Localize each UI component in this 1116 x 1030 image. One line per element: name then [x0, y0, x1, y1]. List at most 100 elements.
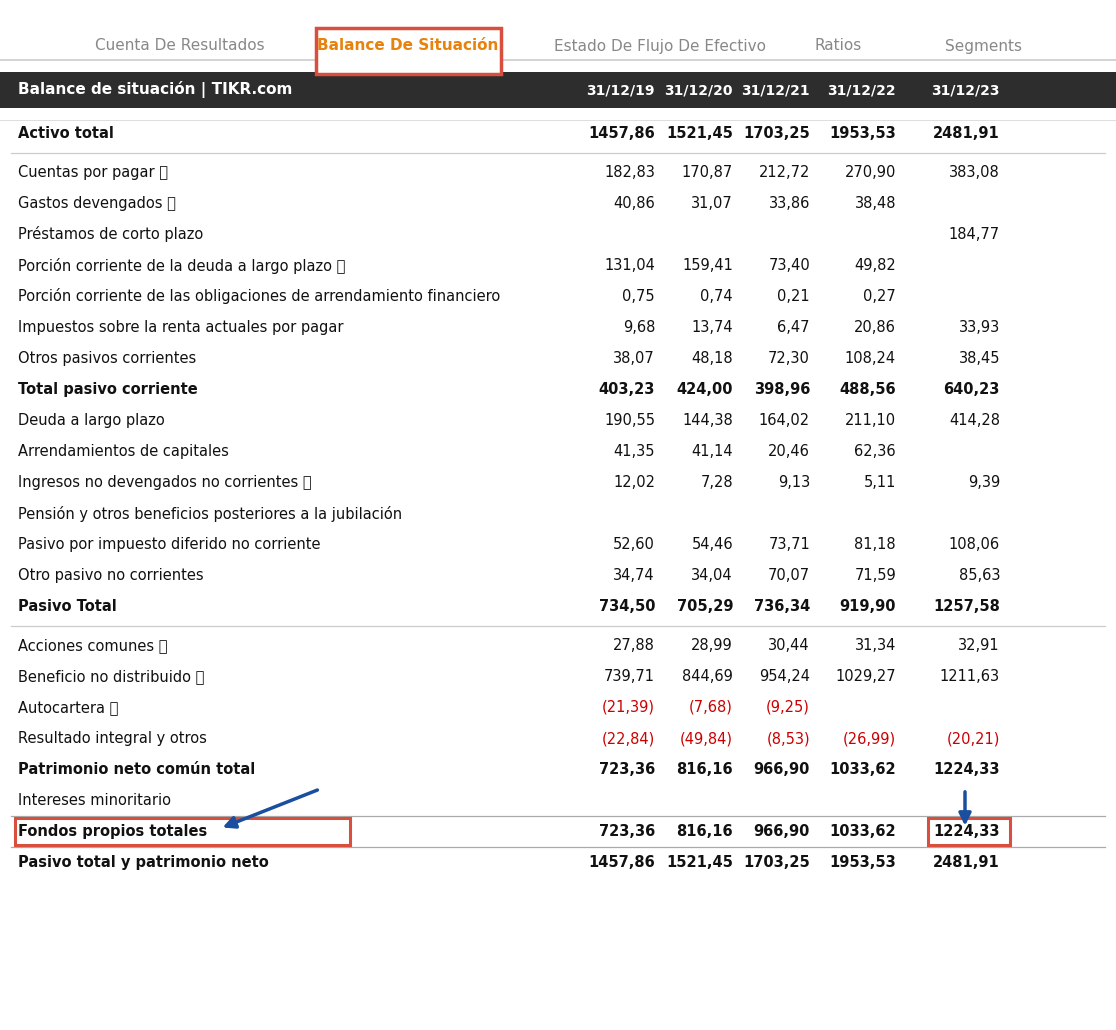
Text: (9,25): (9,25)	[766, 700, 810, 715]
Text: Cuentas por pagar ⓘ: Cuentas por pagar ⓘ	[18, 165, 169, 180]
Text: Beneficio no distribuido ⓘ: Beneficio no distribuido ⓘ	[18, 670, 204, 684]
Text: 49,82: 49,82	[854, 258, 896, 273]
Text: 34,04: 34,04	[692, 568, 733, 583]
Text: Activo total: Activo total	[18, 126, 114, 141]
Text: 1953,53: 1953,53	[829, 126, 896, 141]
Text: Autocartera ⓘ: Autocartera ⓘ	[18, 700, 118, 715]
Text: 164,02: 164,02	[759, 413, 810, 428]
Text: 70,07: 70,07	[768, 568, 810, 583]
Text: Ingresos no devengados no corrientes ⓘ: Ingresos no devengados no corrientes ⓘ	[18, 475, 311, 490]
Text: 32,91: 32,91	[959, 638, 1000, 653]
Text: Otro pasivo no corrientes: Otro pasivo no corrientes	[18, 568, 203, 583]
Text: Otros pasivos corrientes: Otros pasivos corrientes	[18, 351, 196, 366]
Text: (49,84): (49,84)	[680, 731, 733, 746]
Text: 2481,91: 2481,91	[933, 855, 1000, 870]
Text: 30,44: 30,44	[769, 638, 810, 653]
Text: 31,34: 31,34	[855, 638, 896, 653]
Text: 9,39: 9,39	[968, 475, 1000, 490]
Text: Arrendamientos de capitales: Arrendamientos de capitales	[18, 444, 229, 459]
Text: 48,18: 48,18	[692, 351, 733, 366]
Text: 844,69: 844,69	[682, 670, 733, 684]
Text: 398,96: 398,96	[753, 382, 810, 397]
Text: 816,16: 816,16	[676, 824, 733, 839]
Text: 705,29: 705,29	[676, 599, 733, 614]
Text: (22,84): (22,84)	[602, 731, 655, 746]
Text: 73,71: 73,71	[768, 537, 810, 552]
Text: 131,04: 131,04	[604, 258, 655, 273]
Text: 0,74: 0,74	[701, 289, 733, 304]
Text: 13,74: 13,74	[692, 320, 733, 335]
Text: 1033,62: 1033,62	[829, 824, 896, 839]
FancyBboxPatch shape	[316, 28, 500, 74]
Text: Pasivo total y patrimonio neto: Pasivo total y patrimonio neto	[18, 855, 269, 870]
Text: 108,06: 108,06	[949, 537, 1000, 552]
Text: 12,02: 12,02	[613, 475, 655, 490]
Text: 723,36: 723,36	[599, 762, 655, 777]
Text: 2481,91: 2481,91	[933, 126, 1000, 141]
Text: Pasivo Total: Pasivo Total	[18, 599, 117, 614]
Text: 72,30: 72,30	[768, 351, 810, 366]
Text: 723,36: 723,36	[599, 824, 655, 839]
Text: 31/12/21: 31/12/21	[741, 83, 810, 97]
Text: 71,59: 71,59	[854, 568, 896, 583]
Text: 62,36: 62,36	[855, 444, 896, 459]
Text: 81,18: 81,18	[855, 537, 896, 552]
FancyBboxPatch shape	[929, 818, 1010, 845]
Text: Segments: Segments	[945, 38, 1022, 54]
Text: 108,24: 108,24	[845, 351, 896, 366]
Text: 7,28: 7,28	[701, 475, 733, 490]
Bar	[0, 72, 1116, 108]
Text: 1521,45: 1521,45	[666, 126, 733, 141]
Text: Intereses minoritario: Intereses minoritario	[18, 793, 171, 808]
Text: 31/12/23: 31/12/23	[932, 83, 1000, 97]
Text: 1211,63: 1211,63	[940, 670, 1000, 684]
Text: Impuestos sobre la renta actuales por pagar: Impuestos sobre la renta actuales por pa…	[18, 320, 344, 335]
Text: Total pasivo corriente: Total pasivo corriente	[18, 382, 198, 397]
Text: Fondos propios totales: Fondos propios totales	[18, 824, 208, 839]
Text: 38,45: 38,45	[959, 351, 1000, 366]
Text: 1457,86: 1457,86	[588, 855, 655, 870]
Text: 184,77: 184,77	[949, 227, 1000, 242]
Text: 211,10: 211,10	[845, 413, 896, 428]
Text: 1033,62: 1033,62	[829, 762, 896, 777]
Text: 54,46: 54,46	[692, 537, 733, 552]
Text: 966,90: 966,90	[753, 762, 810, 777]
Text: Balance De Situación: Balance De Situación	[317, 38, 499, 54]
Text: 41,35: 41,35	[614, 444, 655, 459]
Text: 73,40: 73,40	[768, 258, 810, 273]
Text: 31/12/22: 31/12/22	[827, 83, 896, 97]
Text: Gastos devengados ⓘ: Gastos devengados ⓘ	[18, 196, 176, 211]
Text: Patrimonio neto común total: Patrimonio neto común total	[18, 762, 256, 777]
Text: 212,72: 212,72	[759, 165, 810, 180]
Text: Pasivo por impuesto diferido no corriente: Pasivo por impuesto diferido no corrient…	[18, 537, 320, 552]
Text: 9,68: 9,68	[623, 320, 655, 335]
Text: 38,07: 38,07	[614, 351, 655, 366]
Text: 34,74: 34,74	[614, 568, 655, 583]
Text: 28,99: 28,99	[691, 638, 733, 653]
Text: 31,07: 31,07	[691, 196, 733, 211]
Text: Deuda a largo plazo: Deuda a largo plazo	[18, 413, 165, 428]
Text: 85,63: 85,63	[959, 568, 1000, 583]
Text: 40,86: 40,86	[614, 196, 655, 211]
Text: Ratios: Ratios	[815, 38, 862, 54]
Text: (8,53): (8,53)	[767, 731, 810, 746]
Text: Acciones comunes ⓘ: Acciones comunes ⓘ	[18, 638, 167, 653]
Text: 33,86: 33,86	[769, 196, 810, 211]
Text: 5,11: 5,11	[864, 475, 896, 490]
Text: 27,88: 27,88	[613, 638, 655, 653]
Text: Balance de situación | TIKR.com: Balance de situación | TIKR.com	[18, 81, 292, 99]
Text: 170,87: 170,87	[682, 165, 733, 180]
Text: 0,21: 0,21	[778, 289, 810, 304]
Text: 919,90: 919,90	[839, 599, 896, 614]
Text: 20,46: 20,46	[768, 444, 810, 459]
Text: 20,86: 20,86	[854, 320, 896, 335]
Text: 9,13: 9,13	[778, 475, 810, 490]
Text: Pensión y otros beneficios posteriores a la jubilación: Pensión y otros beneficios posteriores a…	[18, 506, 402, 521]
Text: Resultado integral y otros: Resultado integral y otros	[18, 731, 206, 746]
Text: 190,55: 190,55	[604, 413, 655, 428]
Text: 159,41: 159,41	[682, 258, 733, 273]
Text: 403,23: 403,23	[598, 382, 655, 397]
Text: 182,83: 182,83	[604, 165, 655, 180]
Text: 1521,45: 1521,45	[666, 855, 733, 870]
Text: 1457,86: 1457,86	[588, 126, 655, 141]
